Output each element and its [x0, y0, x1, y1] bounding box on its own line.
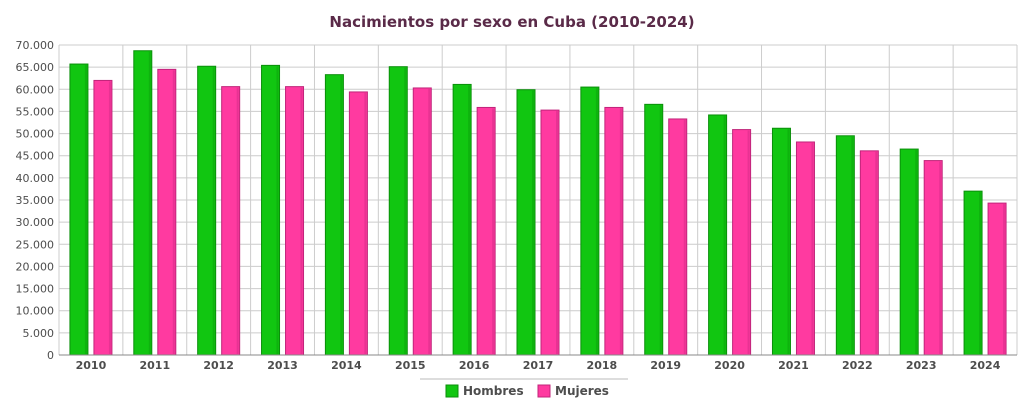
- legend-swatch-mujeres: [537, 384, 551, 398]
- bar-shade: [84, 65, 87, 355]
- y-tick-label: 40.000: [16, 172, 55, 185]
- x-tick-label: 2016: [459, 359, 490, 372]
- x-tick-label: 2021: [778, 359, 809, 372]
- bar-shade: [492, 108, 495, 354]
- bar-shade: [364, 92, 367, 354]
- y-tick-label: 45.000: [16, 150, 55, 163]
- bar-shade: [556, 111, 558, 354]
- x-tick-label: 2013: [267, 359, 298, 372]
- bar-shade: [939, 161, 942, 354]
- y-tick-label: 25.000: [16, 238, 55, 251]
- x-tick-label: 2015: [395, 359, 426, 372]
- x-tick-label: 2018: [587, 359, 618, 372]
- bar-shade: [851, 136, 854, 354]
- y-tick-label: 70.000: [16, 39, 55, 52]
- bar-shade: [340, 75, 343, 355]
- legend-swatch-hombres: [445, 384, 459, 398]
- x-tick-label: 2011: [139, 359, 170, 372]
- y-tick-label: 20.000: [16, 260, 55, 273]
- y-tick-label: 65.000: [16, 61, 55, 74]
- bar-shade: [148, 51, 151, 354]
- bar-shade: [1003, 204, 1006, 354]
- bar-shade: [595, 88, 598, 355]
- x-tick-label: 2010: [76, 359, 107, 372]
- bar-shade: [875, 151, 878, 354]
- bar-shade: [300, 87, 303, 354]
- bar-shade: [212, 67, 215, 354]
- x-tick-label: 2017: [523, 359, 554, 372]
- x-tick-label: 2022: [842, 359, 873, 372]
- x-tick-label: 2023: [906, 359, 937, 372]
- bar-shade: [619, 108, 622, 354]
- bar-shade: [979, 192, 982, 354]
- y-tick-label: 15.000: [16, 283, 55, 296]
- y-axis-ticks: 0 5.000 10.000 15.000 20.000 25.000 30.000 35.0…: [16, 39, 55, 362]
- y-tick-label: 35.000: [16, 194, 55, 207]
- bar-shade: [683, 119, 686, 354]
- x-tick-label: 2020: [714, 359, 745, 372]
- chart-title: Nacimientos por sexo en Cuba (2010-2024): [329, 13, 694, 31]
- bar-shade: [276, 66, 279, 354]
- x-tick-label: 2024: [970, 359, 1001, 372]
- y-tick-label: 0: [47, 349, 54, 362]
- bar-shade: [404, 67, 407, 354]
- y-tick-label: 60.000: [16, 83, 55, 96]
- bar-shade: [915, 150, 918, 354]
- x-tick-label: 2019: [650, 359, 681, 372]
- legend-label-mujeres: Mujeres: [555, 384, 609, 398]
- x-tick-label: 2014: [331, 359, 362, 372]
- gridlines: [58, 44, 1018, 356]
- y-tick-label: 55.000: [16, 105, 55, 118]
- legend-label-hombres: Hombres: [463, 384, 524, 398]
- y-tick-label: 30.000: [16, 216, 55, 229]
- bar-shade: [787, 129, 790, 354]
- x-axis-ticks: 2010 2011 2012 2013 2014 2015 2016 2017 2018 2019…: [59, 354, 1017, 372]
- bar-shade: [747, 130, 750, 354]
- bar-shade: [108, 81, 111, 354]
- bar-shade: [659, 105, 662, 354]
- bars: [69, 50, 1007, 356]
- bar-shade: [468, 85, 471, 355]
- bar-shade: [532, 90, 534, 354]
- legend: Hombres Mujeres: [420, 378, 628, 398]
- bar-shade: [172, 70, 175, 354]
- bar-shade: [811, 142, 814, 354]
- bar-shade: [723, 115, 726, 354]
- bar-shade: [236, 87, 239, 354]
- bar-shade: [428, 88, 431, 354]
- y-tick-label: 5.000: [23, 327, 55, 340]
- y-tick-label: 50.000: [16, 128, 55, 141]
- x-tick-label: 2012: [203, 359, 234, 372]
- y-tick-label: 10.000: [16, 305, 55, 318]
